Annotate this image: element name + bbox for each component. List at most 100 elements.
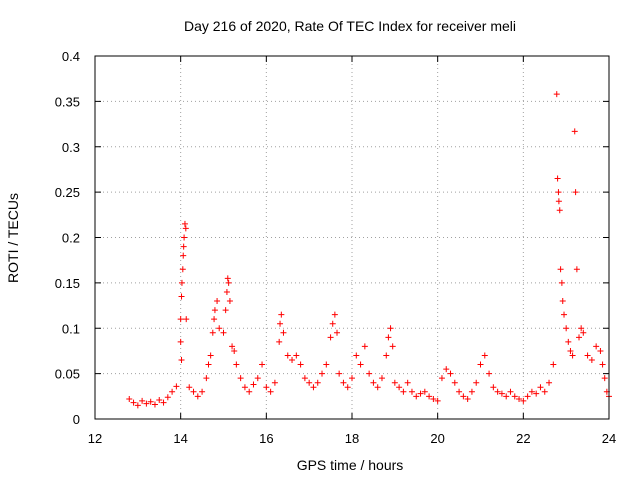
- data-point: [178, 357, 185, 364]
- data-point: [573, 266, 580, 273]
- x-tick-label: 22: [516, 431, 530, 446]
- x-tick-label: 20: [430, 431, 444, 446]
- data-point: [180, 252, 187, 259]
- data-point: [160, 399, 167, 406]
- data-point: [366, 370, 373, 377]
- y-tick-label: 0.4: [62, 49, 80, 64]
- data-point: [211, 316, 218, 323]
- data-point: [593, 343, 600, 350]
- data-point: [468, 388, 475, 395]
- data-point: [378, 375, 385, 382]
- data-point: [250, 381, 257, 388]
- x-tick-label: 14: [173, 431, 187, 446]
- data-point: [383, 352, 390, 359]
- data-point: [203, 375, 210, 382]
- data-point: [344, 384, 351, 391]
- data-point: [319, 370, 326, 377]
- data-point: [421, 388, 428, 395]
- data-point: [553, 91, 560, 98]
- data-point: [438, 375, 445, 382]
- data-point: [209, 329, 216, 336]
- chart-title: Day 216 of 2020, Rate Of TEC Index for r…: [184, 18, 516, 34]
- data-point: [297, 361, 304, 368]
- y-tick-label: 0.05: [55, 367, 80, 382]
- data-point: [430, 396, 437, 403]
- data-point: [391, 379, 398, 386]
- data-point: [214, 298, 221, 305]
- data-point: [561, 311, 568, 318]
- data-point: [233, 361, 240, 368]
- data-point: [211, 307, 218, 314]
- data-point: [246, 388, 253, 395]
- data-point: [387, 325, 394, 332]
- data-point: [156, 396, 163, 403]
- data-point: [404, 379, 411, 386]
- data-point: [179, 266, 186, 273]
- data-point: [389, 343, 396, 350]
- data-point: [524, 393, 531, 400]
- data-point: [464, 396, 471, 403]
- data-point: [588, 357, 595, 364]
- data-points: [126, 91, 612, 409]
- data-point: [353, 352, 360, 359]
- y-tick-label: 0.3: [62, 140, 80, 155]
- data-point: [169, 388, 176, 395]
- data-point: [293, 352, 300, 359]
- data-point: [271, 379, 278, 386]
- data-point: [216, 325, 223, 332]
- data-point: [417, 390, 424, 397]
- x-tick-label: 12: [88, 431, 102, 446]
- data-point: [578, 325, 585, 332]
- data-point: [481, 352, 488, 359]
- data-point: [183, 316, 190, 323]
- data-point: [306, 379, 313, 386]
- data-point: [541, 388, 548, 395]
- x-tick-label: 24: [602, 431, 616, 446]
- data-point: [599, 361, 606, 368]
- data-point: [177, 316, 184, 323]
- y-tick-label: 0.25: [55, 185, 80, 200]
- data-point: [289, 357, 296, 364]
- data-point: [237, 375, 244, 382]
- data-point: [443, 366, 450, 373]
- data-point: [569, 352, 576, 359]
- y-tick-label: 0.2: [62, 231, 80, 246]
- data-point: [267, 388, 274, 395]
- data-point: [147, 398, 154, 405]
- data-point: [563, 325, 570, 332]
- data-point: [408, 388, 415, 395]
- data-point: [494, 388, 501, 395]
- data-point: [451, 379, 458, 386]
- data-point: [580, 329, 587, 336]
- data-point: [413, 393, 420, 400]
- data-point: [225, 279, 232, 286]
- data-point: [186, 384, 193, 391]
- data-point: [254, 375, 261, 382]
- data-point: [277, 320, 284, 327]
- data-point: [205, 361, 212, 368]
- data-point: [546, 379, 553, 386]
- data-point: [559, 298, 566, 305]
- data-point: [511, 393, 518, 400]
- data-point: [396, 384, 403, 391]
- data-point: [374, 384, 381, 391]
- x-tick-label: 16: [259, 431, 273, 446]
- data-point: [276, 338, 283, 345]
- data-point: [334, 329, 341, 336]
- data-point: [507, 388, 514, 395]
- data-point: [537, 384, 544, 391]
- data-point: [164, 394, 171, 401]
- data-point: [550, 361, 557, 368]
- data-point: [222, 307, 229, 314]
- data-point: [361, 343, 368, 350]
- data-point: [340, 379, 347, 386]
- y-tick-labels: 0 0.05 0.1 0.15 0.2 0.25 0.3 0.35 0.4: [55, 49, 80, 427]
- data-point: [263, 384, 270, 391]
- data-point: [284, 352, 291, 359]
- data-point: [151, 401, 158, 408]
- data-point: [597, 347, 604, 354]
- data-point: [224, 275, 231, 282]
- data-point: [301, 375, 308, 382]
- data-point: [223, 288, 230, 295]
